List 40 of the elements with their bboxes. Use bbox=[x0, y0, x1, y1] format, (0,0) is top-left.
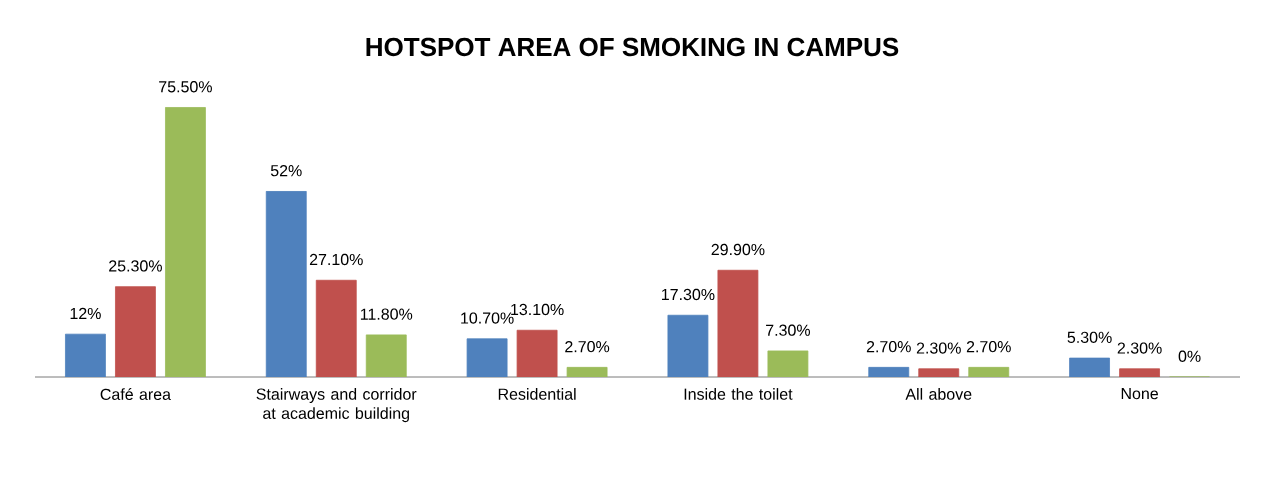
bar bbox=[466, 338, 508, 377]
bar bbox=[1119, 368, 1160, 377]
bar bbox=[667, 314, 709, 377]
chart-title: HOTSPOT AREA OF SMOKING IN CAMPUS bbox=[366, 37, 899, 57]
data-label: 12% bbox=[70, 307, 101, 320]
data-label: 2.70% bbox=[866, 340, 911, 353]
data-label: 2.70% bbox=[966, 340, 1011, 353]
bar bbox=[717, 269, 759, 377]
x-tick-label: Café area bbox=[100, 388, 171, 400]
data-label: 29.90% bbox=[711, 243, 765, 256]
x-tick-label: Inside the toilet bbox=[684, 388, 793, 400]
x-tick-label: Stairways and corridor at academic building bbox=[256, 388, 417, 423]
bar bbox=[566, 366, 608, 377]
bar bbox=[315, 279, 357, 377]
bar bbox=[115, 286, 156, 377]
bar bbox=[868, 366, 910, 377]
data-label: 5.30% bbox=[1067, 331, 1112, 344]
bar bbox=[165, 107, 206, 377]
bar bbox=[265, 190, 307, 377]
data-label: 2.30% bbox=[1117, 342, 1162, 354]
data-label: 27.10% bbox=[309, 253, 363, 266]
x-tick-label: All above bbox=[905, 388, 972, 400]
data-label: 52% bbox=[270, 164, 302, 177]
data-label: 11.80% bbox=[360, 308, 413, 320]
data-label: 2.30% bbox=[916, 342, 961, 354]
bar bbox=[1069, 357, 1110, 377]
bar bbox=[65, 333, 106, 377]
data-label: 25.30% bbox=[109, 260, 162, 272]
x-tick-label: None bbox=[1121, 388, 1158, 400]
bar bbox=[516, 329, 558, 377]
x-tick-label: Residential bbox=[498, 388, 576, 400]
bar bbox=[918, 368, 960, 377]
bar bbox=[968, 366, 1010, 377]
data-label: 75.50% bbox=[159, 81, 212, 93]
bar bbox=[767, 350, 809, 377]
data-label: 0% bbox=[1178, 350, 1201, 362]
bar bbox=[365, 334, 407, 377]
data-label: 17.30% bbox=[662, 288, 715, 301]
data-label: 2.70% bbox=[565, 340, 610, 353]
data-label: 7.30% bbox=[766, 324, 811, 336]
